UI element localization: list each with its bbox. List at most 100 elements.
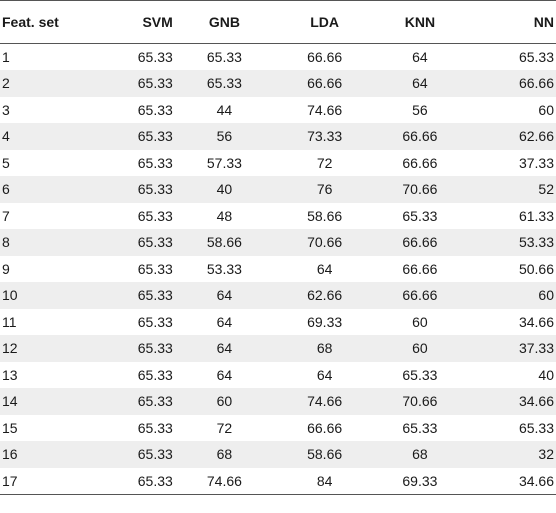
cell-knn: 69.33: [373, 467, 467, 495]
cell-gnb: 57.33: [206, 154, 242, 171]
table-row: 17 65.33 74.66 84 69.33 34.66: [0, 467, 556, 495]
cell-lda: 64: [316, 260, 333, 277]
cell-nn: 34.66: [466, 388, 556, 415]
cell-feat-set: 14: [0, 388, 112, 415]
cell-knn: 56: [412, 101, 428, 118]
header-svm: SVM: [111, 0, 173, 44]
cell-nn: 62.66: [466, 123, 556, 150]
cell-knn: 68: [373, 441, 467, 468]
cell-nn: 34.66: [466, 467, 556, 495]
table-row: 3 65.33 44 74.66 56 60: [0, 97, 556, 124]
cell-svm: 65.33: [111, 467, 173, 495]
cell-svm: 65.33: [111, 441, 173, 468]
cell-lda: 84: [276, 467, 374, 495]
cell-gnb: 74.66: [172, 467, 276, 495]
cell-feat-set: 11: [2, 313, 17, 330]
cell-knn: 66.66: [373, 282, 467, 309]
table-header: Feat. set SVM GNB LDA KNN NN: [0, 0, 556, 44]
table-row: 10 65.33 64 62.66 66.66 60: [0, 282, 556, 309]
cell-lda: 76: [276, 176, 374, 203]
cell-nn: 60: [538, 101, 554, 118]
table-row: 15 65.33 72 66.66 65.33 65.33: [0, 415, 556, 442]
cell-nn: 53.33: [466, 229, 556, 256]
cell-nn: 52: [466, 176, 556, 203]
cell-nn: 61.33: [518, 207, 554, 224]
cell-feat-set: 3: [2, 101, 10, 118]
cell-nn: 65.33: [518, 419, 554, 436]
cell-knn: 66.66: [373, 123, 467, 150]
cell-knn: 64: [412, 49, 428, 65]
cell-knn: 66.66: [402, 260, 438, 277]
cell-gnb: 53.33: [206, 260, 242, 277]
cell-feat-set: 15: [2, 419, 18, 436]
results-table: Feat. set SVM GNB LDA KNN NN 1 65.33 65.33…: [0, 0, 556, 495]
cell-lda: 70.66: [276, 229, 374, 256]
table-row: 6 65.33 40 76 70.66 52: [0, 176, 556, 203]
cell-knn: 66.66: [373, 229, 467, 256]
cell-feat-set: 13: [2, 366, 18, 383]
cell-lda: 72: [316, 154, 333, 171]
table-row: 9 65.33 53.33 64 66.66 50.66: [0, 256, 556, 283]
table-row: 16 65.33 68 58.66 68 32: [0, 441, 556, 468]
cell-svm: 65.33: [111, 282, 173, 309]
table-row: 11 65.33 64 69.33 60 34.66: [0, 309, 556, 336]
header-lda: LDA: [276, 0, 374, 44]
cell-gnb: 64: [216, 313, 233, 330]
cell-nn: 65.33: [518, 49, 554, 65]
cell-feat-set: 6: [0, 176, 112, 203]
cell-knn: 65.33: [402, 419, 438, 436]
cell-gnb: 44: [216, 101, 233, 118]
cell-lda: 66.66: [276, 70, 374, 97]
cell-gnb: 58.66: [172, 229, 276, 256]
cell-gnb: 65.33: [206, 49, 242, 65]
table-row: 4 65.33 56 73.33 66.66 62.66: [0, 123, 556, 150]
cell-svm: 65.33: [137, 101, 173, 118]
cell-svm: 65.33: [137, 366, 173, 383]
table-body: 1 65.33 65.33 66.66 64 65.33 2 65.33 65.33 66.66 6…: [0, 44, 556, 495]
table-row: 5 65.33 57.33 72 66.66 37.33: [0, 150, 556, 177]
cell-lda: 69.33: [307, 313, 343, 330]
cell-nn: 50.66: [518, 260, 554, 277]
cell-nn: 37.33: [518, 154, 554, 171]
cell-lda: 66.66: [307, 419, 343, 436]
cell-lda: 62.66: [276, 282, 374, 309]
cell-gnb: 64: [172, 335, 276, 362]
cell-svm: 65.33: [111, 229, 173, 256]
cell-svm: 65.33: [137, 313, 173, 330]
cell-knn: 66.66: [402, 154, 438, 171]
cell-svm: 65.33: [137, 207, 173, 224]
table-row: 13 65.33 64 64 65.33 40: [0, 362, 556, 389]
header-knn: KNN: [373, 0, 467, 44]
cell-feat-set: 12: [0, 335, 112, 362]
cell-nn: 32: [466, 441, 556, 468]
cell-lda: 66.66: [307, 49, 343, 65]
table-row: 14 65.33 60 74.66 70.66 34.66: [0, 388, 556, 415]
cell-gnb: 72: [216, 419, 233, 436]
cell-feat-set: 2: [0, 70, 112, 97]
cell-gnb: 60: [172, 388, 276, 415]
cell-feat-set: 1: [2, 49, 10, 65]
cell-knn: 60: [412, 313, 428, 330]
cell-gnb: 65.33: [172, 70, 276, 97]
header-gnb: GNB: [172, 0, 276, 44]
cell-feat-set: 4: [0, 123, 112, 150]
cell-gnb: 64: [172, 282, 276, 309]
cell-feat-set: 7: [2, 207, 10, 224]
table-row: 7 65.33 48 58.66 65.33 61.33: [0, 203, 556, 230]
cell-lda: 58.66: [307, 207, 343, 224]
cell-nn: 66.66: [466, 70, 556, 97]
cell-gnb: 64: [216, 366, 233, 383]
cell-nn: 37.33: [466, 335, 556, 362]
cell-svm: 65.33: [111, 335, 173, 362]
header-row: Feat. set SVM GNB LDA KNN NN: [0, 0, 556, 44]
cell-knn: 64: [373, 70, 467, 97]
cell-gnb: 40: [172, 176, 276, 203]
table-row: 12 65.33 64 68 60 37.33: [0, 335, 556, 362]
cell-svm: 65.33: [137, 49, 173, 65]
cell-nn: 60: [466, 282, 556, 309]
cell-svm: 65.33: [137, 419, 173, 436]
cell-nn: 40: [538, 366, 554, 383]
cell-lda: 64: [316, 366, 333, 383]
cell-gnb: 56: [172, 123, 276, 150]
header-feat-set: Feat. set: [0, 0, 112, 44]
